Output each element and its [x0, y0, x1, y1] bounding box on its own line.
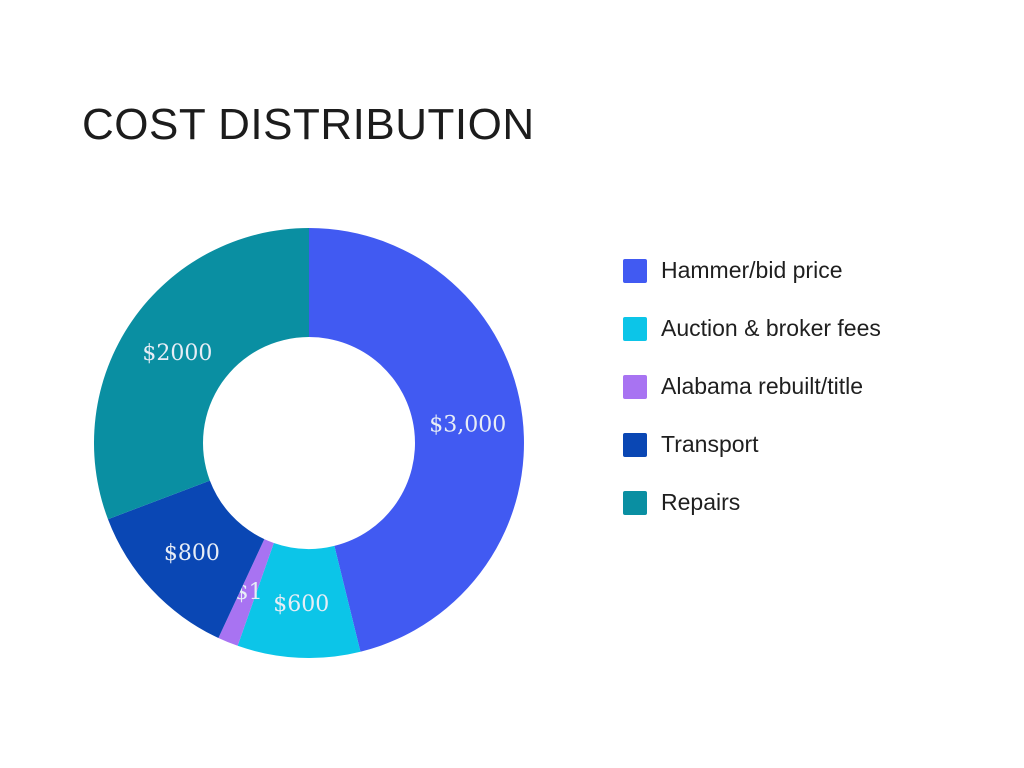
legend-item-auction-broker-fees: Auction & broker fees — [623, 315, 881, 341]
legend-item-hammer-bid-price: Hammer/bid price — [623, 257, 881, 283]
slice-value-label-auction-broker-fees: $600 — [273, 592, 329, 617]
page-title: COST DISTRIBUTION — [82, 100, 535, 149]
legend-swatch-alabama-rebuilt-title — [623, 374, 647, 399]
donut-slice-repairs[interactable] — [94, 228, 309, 520]
legend-label-transport: Transport — [661, 431, 759, 457]
legend-item-repairs: Repairs — [623, 489, 881, 515]
legend-swatch-hammer-bid-price — [623, 258, 647, 283]
donut-slice-auction-broker-fees[interactable] — [237, 542, 361, 658]
legend-swatch-transport — [623, 432, 647, 457]
slice-value-label-repairs: $2000 — [142, 341, 212, 366]
legend-label-auction-broker-fees: Auction & broker fees — [661, 315, 881, 341]
legend-label-hammer-bid-price: Hammer/bid price — [661, 257, 843, 283]
legend-label-repairs: Repairs — [661, 489, 741, 515]
slice-value-label-transport: $800 — [164, 541, 220, 566]
legend-label-alabama-rebuilt-title: Alabama rebuilt/title — [661, 373, 863, 399]
slice-value-label-hammer-bid-price: $3,000 — [429, 413, 506, 438]
legend-swatch-repairs — [623, 490, 647, 515]
donut-slice-alabama-rebuilt-title[interactable] — [218, 539, 274, 646]
donut-slice-transport[interactable] — [107, 480, 265, 638]
legend-item-transport: Transport — [623, 431, 881, 457]
chart-legend: Hammer/bid price Auction & broker fees A… — [623, 257, 881, 548]
legend-swatch-auction-broker-fees — [623, 316, 647, 341]
donut-chart: $3,000$600$1$800$2000 — [94, 228, 524, 658]
legend-item-alabama-rebuilt-title: Alabama rebuilt/title — [623, 373, 881, 399]
donut-slice-hammer-bid-price[interactable] — [309, 228, 524, 652]
